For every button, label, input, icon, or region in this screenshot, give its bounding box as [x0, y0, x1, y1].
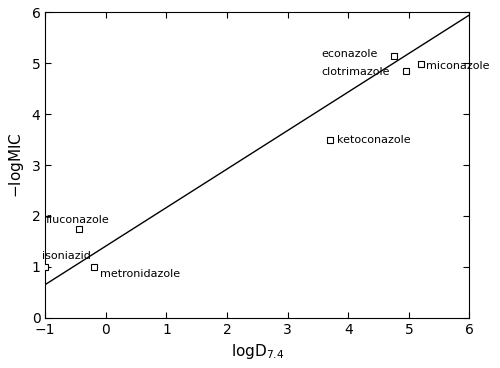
Text: metronidazole: metronidazole: [100, 269, 180, 279]
Text: fluconazole: fluconazole: [45, 215, 109, 225]
Text: miconazole: miconazole: [426, 61, 490, 71]
Y-axis label: $-$logMIC: $-$logMIC: [7, 132, 26, 198]
Text: ketoconazole: ketoconazole: [338, 135, 411, 145]
Text: isoniazid: isoniazid: [42, 251, 91, 261]
X-axis label: logD$_{7.4}$: logD$_{7.4}$: [230, 342, 284, 361]
Text: clotrimazole: clotrimazole: [321, 67, 390, 78]
Text: econazole: econazole: [321, 49, 378, 59]
